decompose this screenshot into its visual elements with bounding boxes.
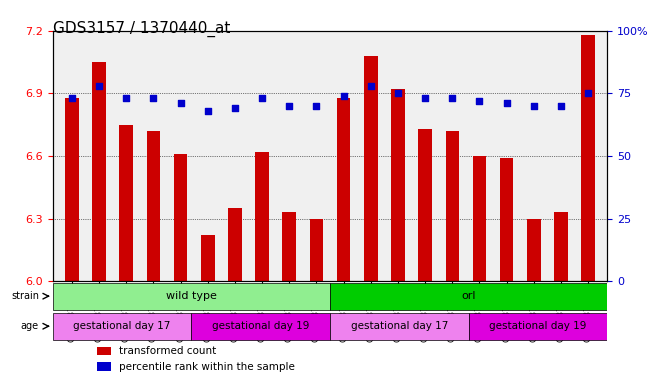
Bar bbox=[418, 129, 432, 281]
Bar bbox=[446, 131, 459, 281]
Bar bbox=[65, 98, 79, 281]
Bar bbox=[97, 347, 111, 355]
FancyBboxPatch shape bbox=[53, 313, 191, 340]
Point bbox=[339, 93, 349, 99]
Bar bbox=[337, 98, 350, 281]
FancyBboxPatch shape bbox=[191, 313, 330, 340]
Point bbox=[67, 95, 77, 101]
Text: gestational day 19: gestational day 19 bbox=[212, 321, 310, 331]
Text: gestational day 17: gestational day 17 bbox=[350, 321, 448, 331]
FancyBboxPatch shape bbox=[330, 283, 607, 310]
Bar bbox=[581, 35, 595, 281]
Point bbox=[447, 95, 457, 101]
Point bbox=[257, 95, 267, 101]
Bar bbox=[473, 156, 486, 281]
Bar bbox=[201, 235, 214, 281]
Point bbox=[556, 103, 566, 109]
Text: percentile rank within the sample: percentile rank within the sample bbox=[119, 361, 295, 371]
Text: wild type: wild type bbox=[166, 291, 217, 301]
Text: gestational day 19: gestational day 19 bbox=[489, 321, 587, 331]
Text: strain: strain bbox=[11, 291, 39, 301]
Bar bbox=[364, 56, 378, 281]
Text: GDS3157 / 1370440_at: GDS3157 / 1370440_at bbox=[53, 21, 230, 37]
Point bbox=[203, 108, 213, 114]
Bar bbox=[310, 218, 323, 281]
Bar bbox=[92, 62, 106, 281]
Bar bbox=[554, 212, 568, 281]
Point bbox=[148, 95, 158, 101]
Point bbox=[366, 83, 376, 89]
Point bbox=[121, 95, 131, 101]
Point bbox=[284, 103, 294, 109]
Point bbox=[94, 83, 104, 89]
Point bbox=[311, 103, 321, 109]
Bar bbox=[174, 154, 187, 281]
Point bbox=[230, 105, 240, 111]
Point bbox=[393, 90, 403, 96]
FancyBboxPatch shape bbox=[53, 283, 330, 310]
FancyBboxPatch shape bbox=[469, 313, 607, 340]
Point bbox=[176, 100, 186, 106]
Bar bbox=[228, 208, 242, 281]
Text: gestational day 17: gestational day 17 bbox=[73, 321, 171, 331]
Bar bbox=[500, 158, 513, 281]
Text: transformed count: transformed count bbox=[119, 346, 216, 356]
Point bbox=[529, 103, 539, 109]
FancyBboxPatch shape bbox=[330, 313, 469, 340]
Bar bbox=[527, 218, 541, 281]
Text: orl: orl bbox=[461, 291, 476, 301]
Point bbox=[583, 90, 593, 96]
Point bbox=[474, 98, 484, 104]
Bar bbox=[97, 362, 111, 371]
Bar bbox=[391, 89, 405, 281]
Text: age: age bbox=[21, 321, 39, 331]
Bar bbox=[282, 212, 296, 281]
Bar bbox=[255, 152, 269, 281]
Point bbox=[420, 95, 430, 101]
Bar bbox=[147, 131, 160, 281]
Point bbox=[502, 100, 512, 106]
Bar bbox=[119, 125, 133, 281]
